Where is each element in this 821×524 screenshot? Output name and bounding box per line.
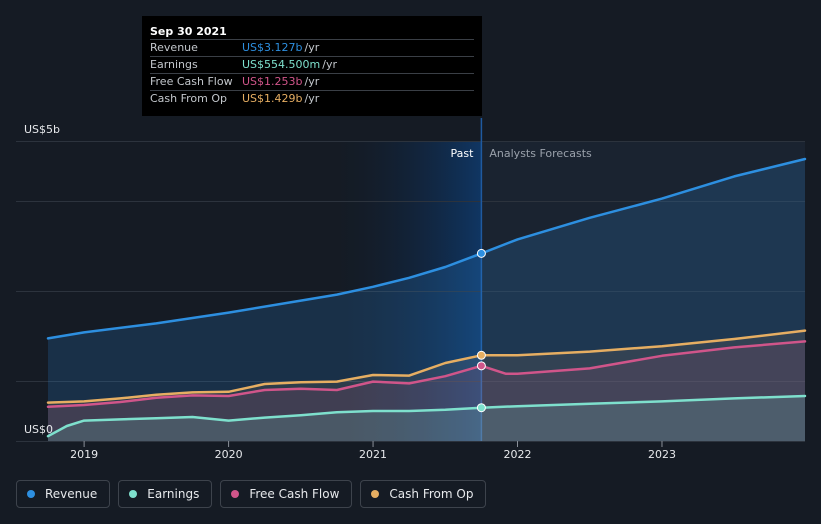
legend-item-earnings[interactable]: Earnings [118,480,213,508]
series-area [48,396,805,441]
tooltip-value: US$1.429b [242,92,303,105]
tooltip-label: Earnings [150,58,198,71]
tooltip-value: US$554.500m [242,58,321,71]
tooltip-row-cash-from-op: Cash From Op US$1.429b /yr [150,90,474,107]
tooltip-row-free-cash-flow: Free Cash Flow US$1.253b /yr [150,73,474,90]
legend-item-revenue[interactable]: Revenue [16,480,111,508]
x-tick-label: 2022 [504,448,532,461]
tooltip-value: US$3.127b [242,41,303,54]
legend-label: Revenue [45,487,98,501]
chart-legend: Revenue Earnings Free Cash Flow Cash Fro… [16,480,487,508]
tooltip-unit: /yr [304,41,320,54]
series-line [46,157,807,340]
data-point [476,361,486,371]
hover-tooltip: Sep 30 2021 Revenue US$3.127b /yr Earnin… [142,16,482,116]
legend-dot-icon [231,490,240,498]
y-tick-label: US$5b [24,123,60,136]
y-tick-label: US$0 [24,423,53,436]
legend-item-free-cash-flow[interactable]: Free Cash Flow [220,480,353,508]
past-label: Past [450,147,474,160]
tooltip-date: Sep 30 2021 [150,25,227,38]
forecast-label: Analysts Forecasts [489,147,592,160]
series-line [46,329,807,404]
legend-label: Free Cash Flow [249,487,340,501]
x-tick-label: 2021 [359,448,387,461]
tooltip-row-revenue: Revenue US$3.127b /yr [150,39,474,56]
tooltip-label: Free Cash Flow [150,75,233,88]
legend-label: Earnings [147,487,200,501]
series-area [48,330,805,441]
x-tick-label: 2019 [70,448,98,461]
tooltip-unit: /yr [304,92,320,105]
series-line [46,340,807,409]
data-point [476,248,486,258]
series-area [48,159,805,441]
tooltip-value: US$1.253b [242,75,303,88]
financial-chart: US$5b US$0 2019 2020 2021 2022 2023 Past Analyst… [16,118,807,461]
tooltip-label: Cash From Op [150,92,228,105]
legend-dot-icon [27,490,35,498]
tooltip-unit: /yr [304,75,320,88]
legend-dot-icon [129,490,138,498]
series-area [48,341,805,441]
x-tick-label: 2020 [215,448,243,461]
x-tick-label: 2023 [648,448,676,461]
data-point [476,403,486,413]
data-point [476,350,486,360]
tooltip-label: Revenue [150,41,198,54]
legend-label: Cash From Op [389,487,474,501]
legend-dot-icon [371,490,380,498]
tooltip-row-earnings: Earnings US$554.500m /yr [150,56,474,73]
tooltip-unit: /yr [322,58,337,71]
series-line [46,394,807,438]
legend-item-cash-from-op[interactable]: Cash From Op [360,480,487,508]
